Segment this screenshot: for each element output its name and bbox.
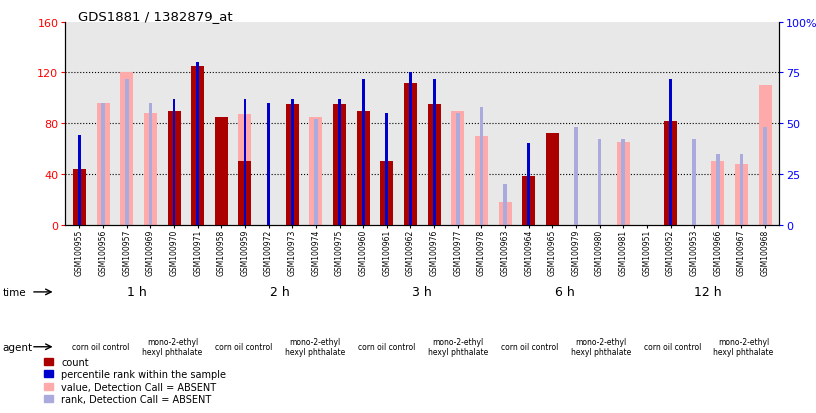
Bar (475, 137, 488, 225)
Text: 12 h: 12 h (694, 286, 721, 299)
Text: corn oil control: corn oil control (215, 342, 273, 351)
Bar (196, 63, 199, 225)
Bar (385, 114, 388, 225)
Text: 1 h: 1 h (126, 286, 147, 299)
Bar (759, 86, 772, 225)
Bar (735, 164, 748, 225)
Bar (101, 104, 105, 225)
Bar (712, 162, 725, 225)
Bar (125, 79, 129, 225)
Bar (739, 154, 743, 225)
Bar (622, 140, 625, 225)
Bar (664, 121, 677, 225)
Bar (78, 136, 81, 225)
Bar (451, 111, 464, 225)
Text: mono-2-ethyl
hexyl phthalate: mono-2-ethyl hexyl phthalate (428, 337, 488, 356)
Bar (432, 79, 436, 225)
Bar (692, 140, 696, 225)
Bar (763, 128, 767, 225)
Bar (617, 143, 630, 225)
Bar (574, 128, 578, 225)
Text: 3 h: 3 h (412, 286, 432, 299)
Bar (361, 79, 365, 225)
Text: corn oil control: corn oil control (73, 342, 130, 351)
Bar (267, 104, 270, 225)
Text: GDS1881 / 1382879_at: GDS1881 / 1382879_at (78, 10, 232, 23)
Bar (73, 169, 86, 225)
Text: mono-2-ethyl
hexyl phthalate: mono-2-ethyl hexyl phthalate (713, 337, 774, 356)
Bar (149, 104, 153, 225)
Text: 2 h: 2 h (269, 286, 290, 299)
Bar (480, 108, 483, 225)
Bar (309, 118, 322, 225)
Bar (333, 105, 346, 225)
Bar (314, 120, 317, 225)
Bar (428, 105, 441, 225)
Text: corn oil control: corn oil control (358, 342, 415, 351)
Bar (286, 105, 299, 225)
Text: corn oil control: corn oil control (501, 342, 558, 351)
Text: mono-2-ethyl
hexyl phthalate: mono-2-ethyl hexyl phthalate (142, 337, 202, 356)
Bar (357, 111, 370, 225)
Bar (716, 154, 720, 225)
Legend: count, percentile rank within the sample, value, Detection Call = ABSENT, rank, : count, percentile rank within the sample… (42, 355, 228, 406)
Bar (409, 73, 412, 225)
Bar (522, 177, 535, 225)
Bar (215, 118, 228, 225)
Text: time: time (2, 287, 26, 297)
Bar (96, 104, 109, 225)
Bar (167, 111, 180, 225)
Text: 6 h: 6 h (555, 286, 575, 299)
Bar (238, 115, 251, 225)
Text: corn oil control: corn oil control (644, 342, 701, 351)
Bar (456, 114, 459, 225)
Text: mono-2-ethyl
hexyl phthalate: mono-2-ethyl hexyl phthalate (285, 337, 345, 356)
Bar (338, 100, 341, 225)
Bar (120, 73, 133, 225)
Bar (290, 100, 294, 225)
Bar (243, 100, 246, 225)
Text: agent: agent (2, 342, 33, 352)
Bar (669, 79, 672, 225)
Text: mono-2-ethyl
hexyl phthalate: mono-2-ethyl hexyl phthalate (570, 337, 631, 356)
Bar (503, 185, 507, 225)
Bar (144, 114, 157, 225)
Bar (527, 144, 530, 225)
Bar (238, 162, 251, 225)
Bar (598, 140, 601, 225)
Bar (499, 202, 512, 225)
Bar (404, 83, 417, 225)
Bar (546, 134, 559, 225)
Bar (380, 162, 393, 225)
Bar (173, 100, 175, 225)
Bar (191, 67, 204, 225)
